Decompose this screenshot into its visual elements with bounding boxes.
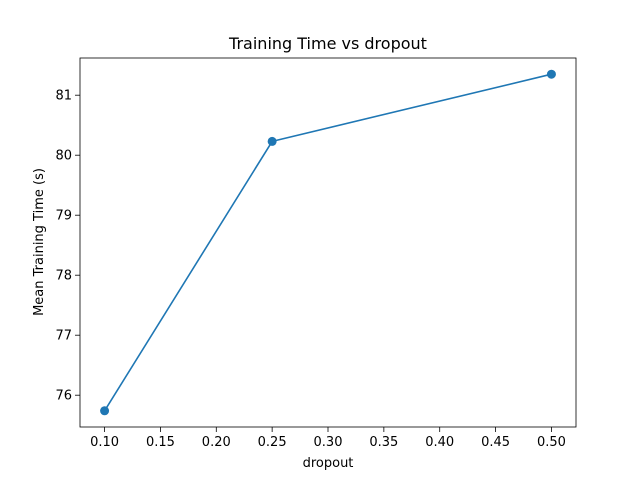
y-tick-label: 78	[55, 269, 72, 284]
data-point	[267, 136, 277, 146]
y-tick-label: 81	[55, 89, 72, 104]
x-tick-label: 0.15	[146, 435, 175, 450]
y-tick-label: 76	[55, 389, 72, 404]
x-tick-label: 0.40	[425, 435, 454, 450]
data-point	[100, 406, 110, 416]
chart-title: Training Time vs dropout	[228, 34, 427, 53]
y-tick-label: 79	[55, 209, 72, 224]
x-tick-label: 0.20	[202, 435, 231, 450]
x-tick-label: 0.45	[481, 435, 510, 450]
x-tick-label: 0.25	[258, 435, 287, 450]
plot-frame	[79, 57, 577, 428]
y-tick-label: 77	[55, 329, 72, 344]
plot-area: 0.10 0.15 0.20 0.25 0.30 0.35 0.40 0.45 0.50 76 77…	[55, 57, 577, 450]
x-tick-label: 0.35	[369, 435, 398, 450]
x-tick-label: 0.50	[537, 435, 566, 450]
data-point	[546, 69, 556, 79]
x-tick-label: 0.10	[90, 435, 119, 450]
y-tick-label: 80	[55, 149, 72, 164]
x-axis-title: dropout	[303, 456, 354, 471]
y-axis-title: Mean Training Time (s)	[32, 168, 47, 316]
x-tick-label: 0.30	[314, 435, 343, 450]
